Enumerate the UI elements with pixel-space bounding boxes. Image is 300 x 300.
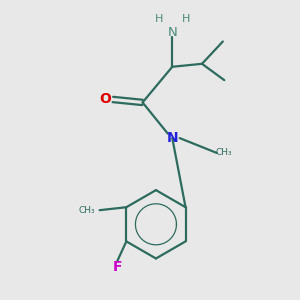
- Text: CH₃: CH₃: [216, 148, 232, 158]
- Text: N: N: [167, 131, 178, 145]
- Text: H: H: [155, 14, 163, 24]
- Text: O: O: [100, 92, 111, 106]
- Text: N: N: [167, 26, 177, 39]
- Text: CH₃: CH₃: [79, 206, 95, 215]
- Text: H: H: [182, 14, 190, 24]
- Text: F: F: [113, 260, 122, 274]
